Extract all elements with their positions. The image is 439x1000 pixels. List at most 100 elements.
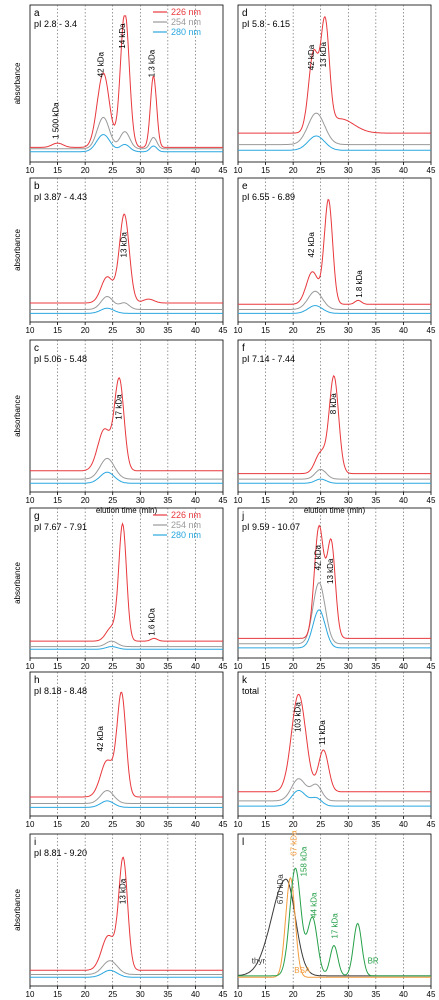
panel-h: 10 15 20 25 30 35 40 45 hpI 8.18 - 8.48 42 kDa	[26, 671, 228, 829]
panel-frame	[29, 671, 224, 817]
panel-c: 10 15 20 25 30 35 40 45 cpI 5.06 - 5.48 absorbanc…	[13, 339, 228, 515]
peak-annotation: 13 kDa	[319, 41, 328, 67]
legend-label: 254 nm	[171, 17, 201, 27]
peak-annotation: 42 kDa	[307, 44, 316, 70]
y-axis-label: absorbance	[13, 889, 22, 931]
panel-letter: e	[242, 181, 248, 192]
x-axis-label: elution time (min)	[304, 506, 366, 515]
peak-annotation: BSA	[294, 966, 311, 975]
x-tick-label: 15	[261, 496, 270, 505]
panel-letter: k	[242, 675, 248, 686]
x-tick-label: 30	[136, 496, 145, 505]
y-axis-label: absorbance	[13, 562, 22, 604]
trace-254	[30, 295, 223, 310]
x-tick-label: 30	[136, 166, 145, 175]
panel-f: 10 15 20 25 30 35 40 45 fpI 7.14 - 7.44 elution t…	[234, 339, 436, 515]
x-tick-label: 10	[234, 820, 243, 829]
trace-254	[30, 457, 223, 480]
x-tick-label: 10	[26, 326, 35, 335]
peak-annotation: 1.6 kDa	[148, 608, 157, 636]
x-tick-label: 45	[219, 496, 228, 505]
x-tick-label: 25	[108, 326, 117, 335]
peak-annotation: 11 kDa	[318, 720, 327, 745]
peak-annotation: 1.8 kDa	[355, 270, 364, 298]
peak-annotation: 13 kDa	[326, 558, 335, 584]
legend-label: 280 nm	[171, 530, 201, 540]
trace-std	[238, 867, 431, 977]
panel-subtitle: pI 9.59 - 10.07	[242, 522, 300, 532]
panel-frame	[29, 177, 224, 323]
trace-280	[30, 969, 223, 978]
x-tick-label: 35	[163, 820, 172, 829]
panel-letter: i	[34, 837, 36, 848]
trace-254	[238, 582, 431, 645]
x-tick-label: 45	[427, 326, 436, 335]
x-tick-label: 20	[289, 990, 298, 999]
trace-226	[238, 524, 431, 639]
x-tick-label: 30	[136, 326, 145, 335]
panel-frame	[29, 507, 224, 659]
trace-254	[30, 789, 223, 804]
x-tick-label: 25	[108, 166, 117, 175]
peak-annotation: 8 kDa	[329, 393, 338, 414]
y-axis-label: absorbance	[13, 229, 22, 271]
x-tick-label: 10	[234, 166, 243, 175]
panel-subtitle: pI 5.8 - 6.15	[242, 19, 290, 29]
x-tick-label: 45	[219, 326, 228, 335]
x-tick-label: 25	[316, 326, 325, 335]
x-tick-label: 45	[427, 496, 436, 505]
peak-annotation: 42 kDa	[314, 545, 323, 571]
trace-280	[238, 478, 431, 484]
trace-280	[30, 471, 223, 484]
x-tick-label: 20	[289, 166, 298, 175]
peak-annotation: 103 kDa	[293, 702, 302, 732]
panel-letter: l	[242, 837, 244, 848]
x-tick-label: 30	[136, 990, 145, 999]
panel-subtitle: pI 8.18 - 8.48	[34, 686, 87, 696]
trace-254	[30, 960, 223, 975]
panel-subtitle: pI 7.67 - 7.91	[34, 522, 87, 532]
x-tick-label: 20	[81, 820, 90, 829]
x-tick-label: 45	[219, 662, 228, 671]
x-tick-label: 40	[191, 662, 200, 671]
x-tick-label: 20	[289, 496, 298, 505]
legend-label: 226 nm	[171, 7, 201, 17]
trace-254	[238, 290, 431, 310]
trace-254	[238, 112, 431, 146]
panel-frame	[237, 177, 432, 323]
trace-280	[238, 305, 431, 314]
x-tick-label: 20	[289, 326, 298, 335]
panel-subtitle: pI 6.55 - 6.89	[242, 192, 295, 202]
panel-subtitle: pI 7.14 - 7.44	[242, 354, 295, 364]
panel-b: 10 15 20 25 30 35 40 45 bpI 3.87 - 4.43 absorbanc…	[13, 177, 228, 335]
x-tick-label: 25	[316, 662, 325, 671]
x-tick-label: 40	[399, 990, 408, 999]
panel-j: 10 15 20 25 30 35 40 45 jpI 9.59 - 10.07 42 kDa13…	[234, 507, 436, 671]
panel-letter: h	[34, 675, 40, 686]
panel-letter: a	[34, 8, 40, 19]
x-tick-label: 35	[371, 496, 380, 505]
trace-254	[238, 778, 431, 802]
x-tick-label: 40	[399, 662, 408, 671]
x-tick-label: 35	[371, 326, 380, 335]
trace-226	[238, 198, 431, 305]
peak-annotation: 17 kDa	[115, 394, 124, 420]
trace-280	[238, 609, 431, 649]
x-tick-label: 40	[399, 496, 408, 505]
trace-226	[30, 522, 223, 642]
trace-226	[30, 691, 223, 798]
x-tick-label: 45	[427, 662, 436, 671]
trace-226	[238, 693, 431, 793]
x-tick-label: 40	[191, 326, 200, 335]
x-tick-label: 15	[53, 166, 62, 175]
panel-subtitle: pI 8.81 - 9.20	[34, 848, 87, 858]
x-tick-label: 40	[399, 820, 408, 829]
y-axis-label: absorbance	[13, 395, 22, 437]
trace-226	[30, 213, 223, 304]
legend-label: 226 nm	[171, 510, 201, 520]
x-tick-label: 45	[219, 166, 228, 175]
x-tick-label: 25	[316, 990, 325, 999]
x-tick-label: 30	[344, 662, 353, 671]
trace-280	[30, 800, 223, 808]
